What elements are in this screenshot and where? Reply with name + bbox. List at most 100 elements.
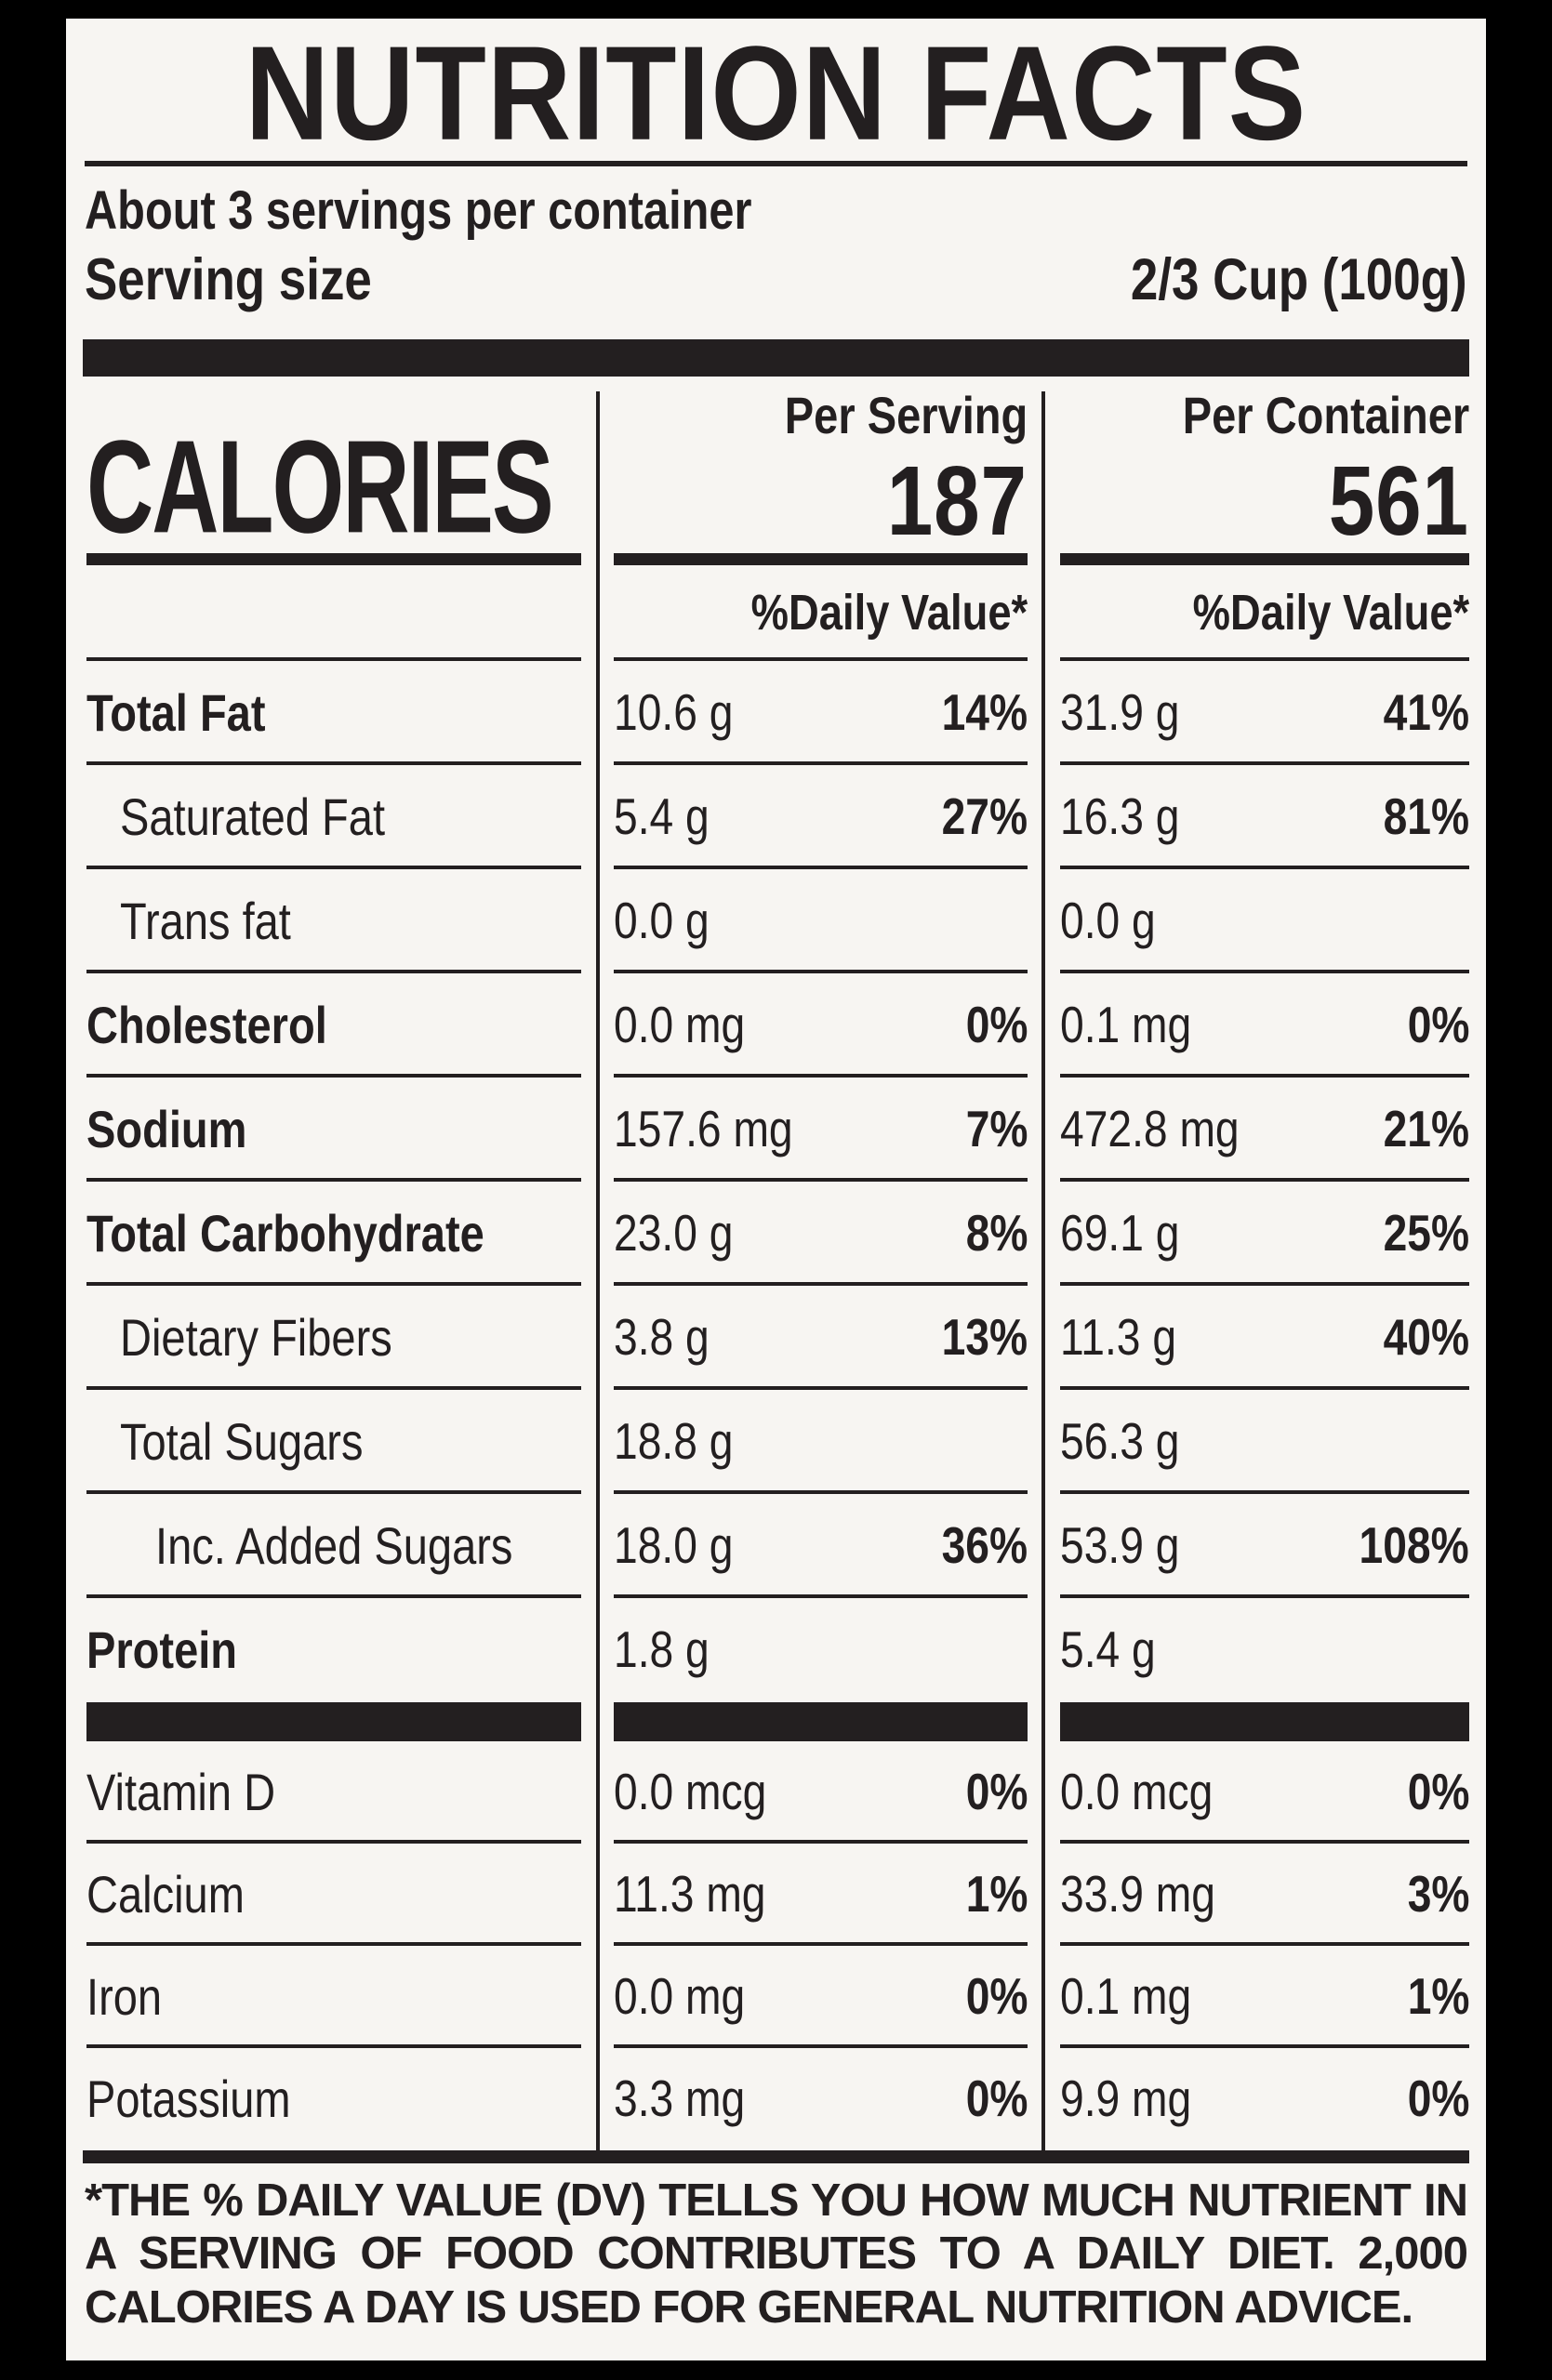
nutrient-label-cell: Dietary Fibers (66, 1286, 598, 1390)
per-serving-amount: 157.6 mg (614, 1100, 793, 1158)
per-container-amount: 0.0 mcg (1060, 1763, 1214, 1821)
per-container-dv: 25% (1383, 1204, 1469, 1263)
per-container-cell: 33.9 mg 3% (1043, 1844, 1486, 1946)
section-bar-segment (1043, 1701, 1486, 1741)
per-container-cell: 0.1 mg 1% (1043, 1946, 1486, 2048)
section-bar-segment (598, 1701, 1043, 1741)
per-container-cell: 53.9 g 108% (1043, 1494, 1486, 1598)
per-container-dv: 0% (1407, 2069, 1469, 2128)
per-serving-dv: 0% (965, 996, 1028, 1054)
nutrient-label-cell: Protein (66, 1598, 598, 1702)
per-container-dv: 21% (1383, 1100, 1469, 1158)
label-title-text: NUTRITION FACTS (245, 19, 1307, 169)
nutrient-label-cell: Total Carbohydrate (66, 1182, 598, 1286)
per-container-cell: 472.8 mg 21% (1043, 1078, 1486, 1182)
per-serving-dv: 0% (965, 1967, 1028, 2026)
dv-header-spacer (66, 565, 598, 661)
per-container-dv: 0% (1407, 996, 1469, 1054)
per-container-dv: 108% (1359, 1516, 1469, 1575)
dv-header-serving: %Daily Value* (598, 565, 1043, 661)
per-container-cell: 0.0 mcg 0% (1043, 1741, 1486, 1844)
nutrient-label-cell: Inc. Added Sugars (66, 1494, 598, 1598)
per-container-amount: 11.3 g (1060, 1308, 1177, 1367)
nutrient-label: Dietary Fibers (120, 1307, 392, 1367)
per-container-cell: 0.0 g (1043, 869, 1486, 973)
vitamin-label: Potassium (86, 2069, 291, 2128)
per-serving-dv: 36% (941, 1516, 1028, 1575)
per-container-dv: 41% (1383, 683, 1469, 742)
per-serving-amount: 0.0 mg (614, 1967, 746, 2026)
per-container-amount: 0.0 g (1060, 892, 1156, 950)
serving-size-row: Serving size 2/3 Cup (100g) (85, 246, 1467, 312)
per-container-cell: 11.3 g 40% (1043, 1286, 1486, 1390)
per-serving-dv: 0% (965, 1763, 1028, 1821)
per-container-amount: 9.9 mg (1060, 2069, 1192, 2128)
nutrient-label-cell: Trans fat (66, 869, 598, 973)
per-container-cell: 16.3 g 81% (1043, 765, 1486, 869)
section-bar-segment (66, 1701, 598, 1741)
per-serving-cell: 3.8 g 13% (598, 1286, 1043, 1390)
vitamin-label-cell: Calcium (66, 1844, 598, 1946)
calories-label: CALORIES (86, 413, 554, 562)
vitamin-label-cell: Iron (66, 1946, 598, 2048)
per-container-amount: 33.9 mg (1060, 1865, 1215, 1924)
per-container-amount: 5.4 g (1060, 1620, 1156, 1679)
per-serving-dv: 0% (965, 2069, 1028, 2128)
per-container-cell: 56.3 g (1043, 1390, 1486, 1494)
per-container-cell: 9.9 mg 0% (1043, 2048, 1486, 2150)
per-container-dv: 40% (1383, 1308, 1469, 1367)
per-container-amount: 16.3 g (1060, 787, 1180, 846)
label-title: NUTRITION FACTS (66, 24, 1486, 163)
per-serving-cell: 0.0 mg 0% (598, 1946, 1043, 2048)
per-serving-amount: 3.8 g (614, 1308, 710, 1367)
per-serving-amount: 1.8 g (614, 1620, 710, 1679)
nutrient-label-cell: Saturated Fat (66, 765, 598, 869)
per-container-dv: 1% (1407, 1967, 1469, 2026)
nutrient-label: Total Carbohydrate (86, 1203, 484, 1263)
per-container-calories-value: 561 (1328, 446, 1469, 557)
per-container-dv: 0% (1407, 1763, 1469, 1821)
per-serving-amount: 5.4 g (614, 787, 710, 846)
per-serving-amount: 10.6 g (614, 683, 734, 742)
per-serving-amount: 0.0 mg (614, 996, 746, 1054)
per-serving-dv: 1% (965, 1865, 1028, 1924)
per-container-header: Per Container (1182, 385, 1469, 444)
per-container-cell: 0.1 mg 0% (1043, 973, 1486, 1078)
daily-value-footnote: *The % Daily Value (DV) tells you how mu… (85, 2175, 1468, 2334)
per-serving-cell: 18.0 g 36% (598, 1494, 1043, 1598)
per-container-dv: 81% (1383, 787, 1469, 846)
per-serving-cell: 1.8 g (598, 1598, 1043, 1702)
nutrition-facts-label: NUTRITION FACTS About 3 servings per con… (66, 19, 1486, 2360)
nutrition-table: CALORIES Per Serving 187 Per Container 5… (66, 377, 1486, 2150)
vitamin-label: Calcium (86, 1864, 245, 1924)
dv-header-container: %Daily Value* (1043, 565, 1486, 661)
per-serving-dv: 14% (941, 683, 1028, 742)
daily-value-header: %Daily Value* (750, 585, 1028, 641)
vitamin-label-cell: Vitamin D (66, 1741, 598, 1844)
servings-per-container-text: About 3 servings per container (85, 179, 752, 241)
per-serving-amount: 18.8 g (614, 1412, 734, 1471)
per-serving-amount: 11.3 mg (614, 1865, 766, 1924)
nutrient-label-cell: Total Fat (66, 661, 598, 765)
serving-size-label: Serving size (85, 246, 372, 312)
vitamin-label: Iron (86, 1966, 163, 2026)
vitamin-label: Vitamin D (86, 1762, 276, 1821)
per-container-cell: 31.9 g 41% (1043, 661, 1486, 765)
nutrient-label: Trans fat (120, 891, 291, 950)
per-serving-cell: 11.3 mg 1% (598, 1844, 1043, 1946)
per-container-amount: 56.3 g (1060, 1412, 1180, 1471)
per-serving-cell: 23.0 g 8% (598, 1182, 1043, 1286)
serving-size-value: 2/3 Cup (100g) (1131, 246, 1467, 312)
per-serving-dv: 13% (941, 1308, 1028, 1367)
title-rule (85, 160, 1467, 166)
per-serving-calories-value: 187 (886, 446, 1028, 557)
per-serving-amount: 0.0 g (614, 892, 710, 950)
per-serving-cell: 5.4 g 27% (598, 765, 1043, 869)
per-container-amount: 472.8 mg (1060, 1100, 1240, 1158)
section-bar-top (83, 338, 1469, 377)
nutrient-label: Inc. Added Sugars (155, 1515, 513, 1575)
per-serving-cell: 157.6 mg 7% (598, 1078, 1043, 1182)
per-container-amount: 31.9 g (1060, 683, 1180, 742)
per-serving-amount: 23.0 g (614, 1204, 734, 1263)
per-container-cell: 5.4 g (1043, 1598, 1486, 1702)
